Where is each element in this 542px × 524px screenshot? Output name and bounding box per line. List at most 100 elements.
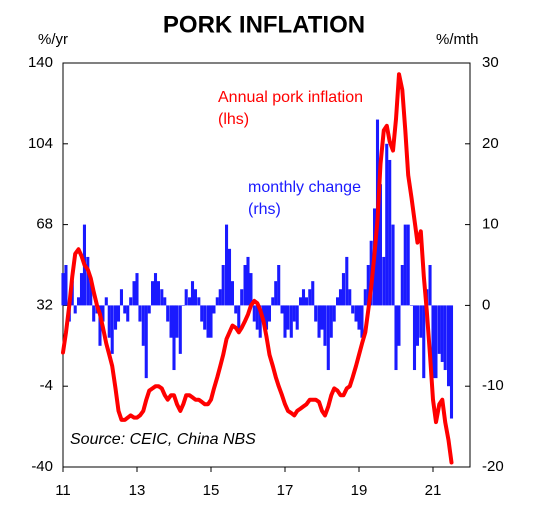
bar <box>147 305 151 314</box>
bar <box>354 305 358 322</box>
bar <box>255 305 259 330</box>
y2-tick-label: 10 <box>482 216 499 233</box>
bar <box>116 305 121 322</box>
bar <box>422 305 426 379</box>
bar <box>132 281 136 306</box>
bar <box>61 273 65 306</box>
bar <box>206 305 210 338</box>
bar <box>203 305 207 330</box>
bar <box>403 224 407 306</box>
bar <box>366 265 370 306</box>
bar <box>295 305 299 330</box>
bar <box>86 256 90 306</box>
bar <box>200 305 204 322</box>
bar <box>64 265 68 306</box>
bar <box>227 248 232 306</box>
y-tick-label: 32 <box>36 296 53 313</box>
bar <box>110 305 114 354</box>
bar <box>166 305 170 322</box>
bar <box>215 297 219 306</box>
bar <box>351 305 355 314</box>
bar <box>101 305 105 322</box>
bar <box>449 305 454 419</box>
bar <box>335 297 340 306</box>
bar <box>289 305 293 338</box>
bar <box>175 305 179 338</box>
bar <box>274 281 278 306</box>
bar <box>431 305 435 379</box>
bar <box>181 305 185 306</box>
bar <box>252 305 256 322</box>
bar <box>107 305 111 338</box>
bar <box>397 305 401 346</box>
x-tick-label: 15 <box>203 482 220 499</box>
y-tick-label: 104 <box>28 135 53 152</box>
bar <box>98 305 102 346</box>
bar <box>187 297 192 306</box>
y-tick-label: 68 <box>36 216 53 233</box>
bar <box>308 289 312 306</box>
y-tick-label: 140 <box>28 54 53 71</box>
bar <box>317 305 321 338</box>
bar <box>329 305 333 338</box>
y2-tick-label: 30 <box>482 54 499 71</box>
bar <box>92 305 96 322</box>
y2-tick-label: 20 <box>482 135 499 152</box>
x-tick-label: 11 <box>55 482 71 499</box>
bar <box>184 289 188 306</box>
bar <box>277 265 281 306</box>
bar <box>348 289 352 306</box>
bar <box>320 305 324 330</box>
y2-tick-label: -20 <box>482 458 504 475</box>
bar <box>400 265 404 306</box>
bar <box>169 305 173 338</box>
annotation: (lhs) <box>218 111 249 128</box>
bar <box>428 265 432 306</box>
bar <box>243 265 247 306</box>
bar <box>292 305 296 322</box>
bar <box>357 305 361 330</box>
bar <box>314 305 318 322</box>
bar <box>301 289 306 306</box>
bar <box>193 289 198 306</box>
chart-title: PORK INFLATION <box>163 11 365 38</box>
bar <box>286 305 290 330</box>
bar <box>298 297 303 306</box>
bar <box>76 297 81 306</box>
x-tick-label: 19 <box>351 482 368 499</box>
bar <box>385 143 389 306</box>
bar <box>394 305 398 371</box>
bar <box>267 305 272 322</box>
bar <box>280 305 284 314</box>
bar <box>437 305 441 354</box>
bar <box>332 305 336 322</box>
bar <box>135 273 139 306</box>
bar <box>261 305 266 322</box>
bar <box>249 273 253 306</box>
bar <box>382 256 386 306</box>
bar <box>150 281 155 306</box>
bar <box>89 281 93 306</box>
bar <box>123 305 127 314</box>
bar <box>218 289 222 306</box>
annotation: Annual pork inflation <box>218 89 363 106</box>
bar <box>104 297 108 306</box>
bar <box>224 224 229 306</box>
bar <box>326 305 330 371</box>
bar <box>345 256 349 306</box>
bar <box>446 305 451 387</box>
bar <box>138 305 142 322</box>
bar <box>221 265 225 306</box>
plot-frame <box>62 62 471 468</box>
bar <box>178 305 182 354</box>
bar <box>163 297 167 306</box>
bar <box>440 305 444 362</box>
bar <box>311 281 315 306</box>
bar <box>197 297 201 306</box>
bar <box>378 184 383 306</box>
bar <box>363 289 367 306</box>
x-tick-label: 13 <box>129 482 146 499</box>
bar <box>415 305 420 346</box>
x-tick-label: 21 <box>425 482 442 499</box>
bar <box>212 305 216 314</box>
